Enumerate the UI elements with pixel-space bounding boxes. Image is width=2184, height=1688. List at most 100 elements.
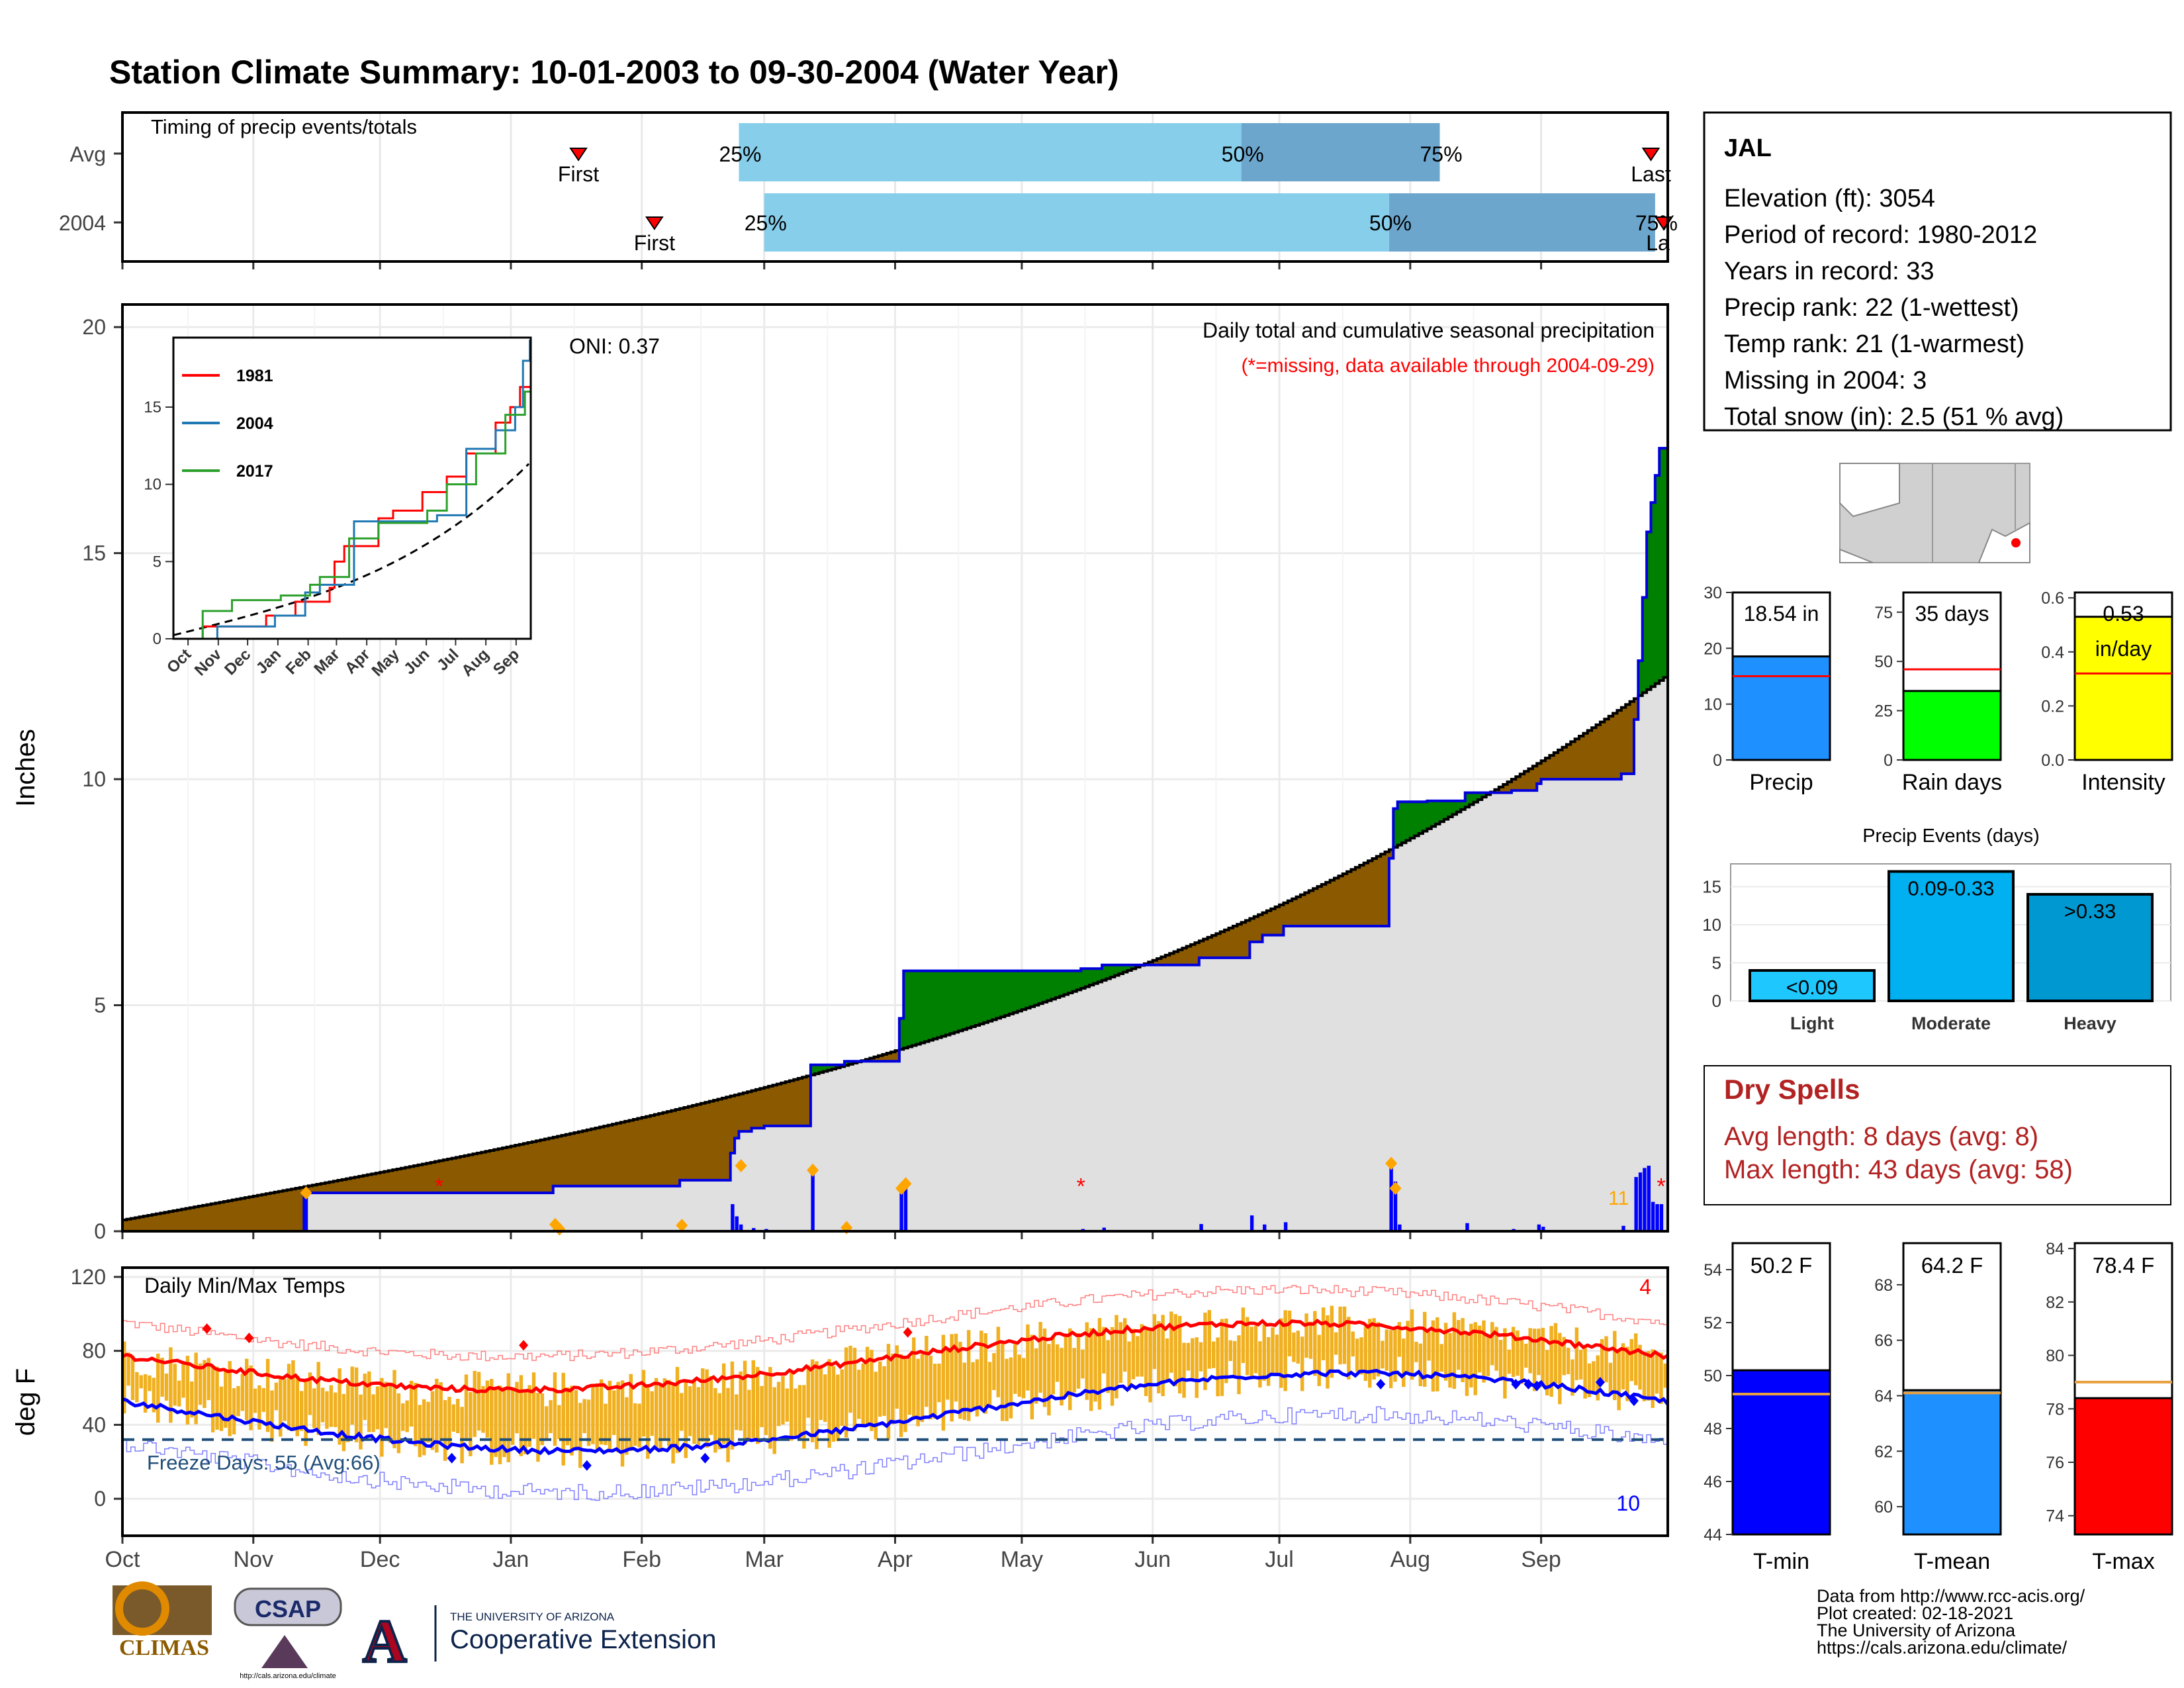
mini-bar-tick-label: 30 bbox=[1704, 584, 1722, 602]
daily-temp-bar bbox=[790, 1373, 794, 1441]
dry-spells-title: Dry Spells bbox=[1724, 1074, 1860, 1105]
daily-temp-bar bbox=[1076, 1333, 1081, 1389]
daily-temp-bar bbox=[1140, 1324, 1144, 1377]
daily-temp-bar bbox=[553, 1372, 557, 1446]
daily-temp-bar bbox=[941, 1335, 946, 1431]
inset-y-tick-label: 0 bbox=[153, 630, 161, 648]
heavy-event-marker bbox=[807, 1163, 819, 1177]
precip-daily-bars: * * * bbox=[300, 1156, 1666, 1236]
daily-temp-bar bbox=[637, 1403, 641, 1448]
normal-cumulative-line bbox=[122, 674, 1669, 1221]
month-axis-labels: Oct Nov Dec Jan Feb Mar Apr May Jun Jul Aug Sep bbox=[105, 1547, 1561, 1572]
events-tick-label: 15 bbox=[1702, 877, 1721, 897]
inset-x-tick-label: Mar bbox=[310, 645, 343, 678]
daily-temp-bar bbox=[979, 1331, 983, 1409]
month-label: Nov bbox=[234, 1547, 273, 1572]
daily-temp-bar bbox=[966, 1330, 971, 1421]
daily-temp-bar bbox=[1106, 1340, 1110, 1393]
daily-temp-bar bbox=[1013, 1344, 1017, 1394]
daily-temp-bar bbox=[299, 1391, 304, 1431]
timing-title: Timing of precip events/totals bbox=[151, 115, 417, 138]
missing-note: (*=missing, data available through 2004-… bbox=[1241, 355, 1655, 377]
daily-precip-bar bbox=[1541, 1227, 1545, 1231]
daily-temp-bar bbox=[1271, 1327, 1275, 1376]
daily-temp-bar bbox=[823, 1374, 827, 1423]
daily-temp-bar bbox=[1283, 1310, 1287, 1391]
mini-bar-tick-label: 75 bbox=[1874, 604, 1893, 622]
events-title: Precip Events (days) bbox=[1862, 825, 2040, 847]
daily-temp-bar bbox=[498, 1385, 502, 1464]
daily-temp-bar bbox=[203, 1360, 206, 1409]
daily-temp-bar bbox=[827, 1359, 831, 1448]
daily-temp-bar bbox=[1621, 1343, 1625, 1389]
inset-y-tick-label: 10 bbox=[144, 476, 161, 494]
daily-temp-bar bbox=[751, 1360, 756, 1438]
daily-temp-bar bbox=[886, 1344, 891, 1440]
daily-temp-bar bbox=[1009, 1357, 1013, 1419]
daily-temp-bar bbox=[1246, 1317, 1250, 1376]
summary-bar-charts: 18.54 in 0 10 20 30 Precip 35 days 0 25 50 75 Rain … bbox=[1704, 584, 2173, 795]
daily-temp-bar bbox=[701, 1368, 705, 1442]
timing-bar-50-75 bbox=[1388, 193, 1655, 252]
timing-panel: 25% 50% 75% First Last 25% 50% 75% First La Timin… bbox=[59, 111, 1678, 269]
daily-temp-bar bbox=[1216, 1337, 1220, 1397]
daily-temp-bar bbox=[1118, 1322, 1123, 1383]
daily-temp-bar bbox=[1663, 1363, 1668, 1388]
daily-temp-bar bbox=[1051, 1335, 1055, 1395]
daily-temp-bar bbox=[1313, 1311, 1317, 1376]
daily-temp-bar bbox=[794, 1388, 797, 1436]
temp-y-tick-label: 120 bbox=[71, 1265, 106, 1289]
daily-temp-bar bbox=[130, 1355, 135, 1400]
precip-y-tick-label: 10 bbox=[82, 767, 106, 791]
daily-temp-bar bbox=[1520, 1337, 1524, 1384]
daily-temp-bar bbox=[388, 1382, 392, 1443]
daily-temp-bar bbox=[616, 1382, 620, 1453]
daily-temp-bar bbox=[810, 1359, 815, 1442]
csap-cloud bbox=[234, 1587, 342, 1626]
daily-temp-bar bbox=[485, 1380, 490, 1438]
daily-temp-bar bbox=[510, 1387, 515, 1445]
month-label: Jun bbox=[1134, 1547, 1171, 1572]
daily-temp-bar bbox=[1410, 1309, 1414, 1380]
precip-y-axis: 0 5 10 15 20 bbox=[82, 315, 1543, 1243]
daily-temp-bar bbox=[933, 1364, 937, 1419]
heavy-event-marker bbox=[735, 1158, 747, 1172]
inset-x-tick-label: Jul bbox=[433, 645, 463, 675]
daily-temp-bar bbox=[1287, 1310, 1292, 1356]
daily-precip-bar bbox=[735, 1216, 739, 1231]
daily-temp-bar bbox=[975, 1359, 979, 1417]
temp-y-tick-label: 40 bbox=[82, 1413, 106, 1436]
daily-temp-bar bbox=[190, 1381, 194, 1418]
daily-temp-bar bbox=[1000, 1341, 1005, 1421]
timing-bars: 25% 50% 75% First Last 25% 50% 75% First La bbox=[114, 123, 1678, 255]
temp-bar-category: T-mean bbox=[1914, 1549, 1990, 1574]
footer-line: The University of Arizona bbox=[1817, 1620, 2016, 1640]
normal-cumulative-area bbox=[122, 677, 1668, 1231]
daily-temp-bar bbox=[1093, 1332, 1097, 1402]
map-region-mexico bbox=[1978, 522, 2030, 563]
daily-temp-bar bbox=[430, 1391, 435, 1450]
daily-temp-bar bbox=[1207, 1310, 1212, 1369]
record-low-marker bbox=[1595, 1377, 1605, 1388]
temp-bar-tick-label: 60 bbox=[1874, 1498, 1893, 1517]
footer-line: Plot created: 02-18-2021 bbox=[1817, 1603, 2013, 1623]
daily-temp-bar bbox=[578, 1403, 582, 1468]
daily-temp-bar bbox=[891, 1353, 895, 1425]
temp-bar-tick-label: 78 bbox=[2046, 1400, 2064, 1419]
daily-temp-bar bbox=[1617, 1350, 1621, 1411]
daily-temp-bar bbox=[987, 1362, 992, 1407]
daily-temp-bar bbox=[1600, 1338, 1604, 1381]
daily-temp-bar bbox=[1490, 1322, 1494, 1366]
daily-temp-bar bbox=[287, 1364, 291, 1430]
daily-temp-bar bbox=[629, 1374, 633, 1451]
daily-temp-bar bbox=[1338, 1306, 1342, 1365]
daily-temp-bar bbox=[666, 1380, 671, 1446]
daily-temp-bar bbox=[1241, 1307, 1246, 1364]
daily-temp-bar bbox=[903, 1359, 907, 1432]
daily-temp-bar bbox=[392, 1370, 396, 1448]
record-low-count: 10 bbox=[1616, 1491, 1640, 1515]
daily-temp-bar bbox=[1342, 1306, 1347, 1364]
inset-x-tick-label: Sep bbox=[490, 645, 523, 679]
